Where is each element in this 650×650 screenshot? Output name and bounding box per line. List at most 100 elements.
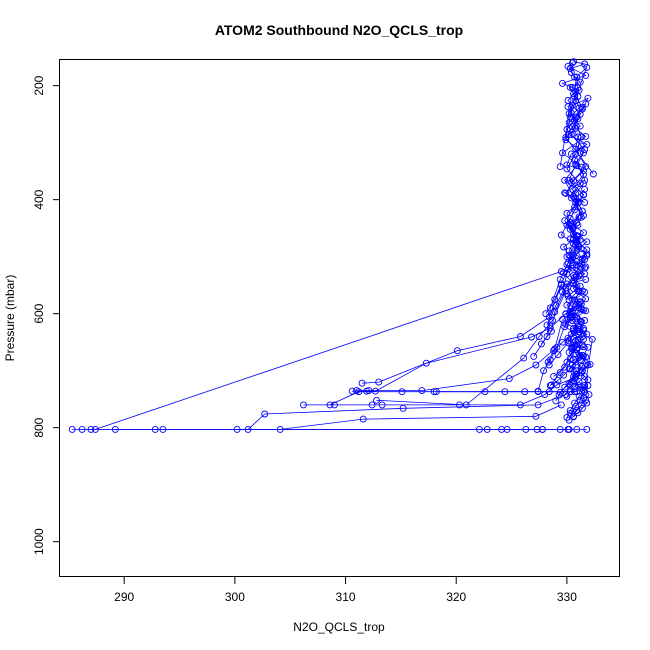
profile-series — [111, 425, 591, 433]
data-point — [87, 425, 95, 433]
data-point — [581, 199, 589, 206]
series-line — [547, 225, 588, 363]
data-point — [462, 401, 470, 409]
data-point — [574, 115, 582, 123]
data-point — [559, 315, 566, 323]
series-line — [376, 290, 567, 406]
data-point — [567, 257, 575, 265]
data-point — [505, 375, 513, 383]
y-tick-label: 200 — [32, 75, 46, 95]
data-point — [578, 256, 586, 263]
data-point — [557, 280, 565, 288]
data-point — [566, 407, 574, 415]
data-point — [565, 380, 573, 388]
data-point — [561, 383, 569, 391]
data-point — [580, 325, 587, 332]
data-point — [561, 323, 569, 331]
data-point — [533, 425, 541, 433]
data-point — [564, 103, 572, 111]
profile-series — [475, 425, 546, 433]
data-point — [398, 388, 406, 396]
data-point — [560, 243, 568, 251]
data-point — [532, 412, 540, 420]
data-point — [331, 401, 338, 409]
data-point — [568, 59, 576, 67]
data-point — [563, 161, 571, 169]
data-point — [578, 351, 586, 359]
y-axis: 200 400 600 800 1000 — [32, 75, 60, 555]
y-tick-label: 800 — [32, 417, 46, 437]
data-point — [151, 425, 159, 433]
data-point — [568, 264, 576, 272]
data-point — [568, 83, 576, 91]
data-point — [326, 401, 334, 409]
data-point — [552, 397, 560, 405]
data-point — [573, 425, 581, 433]
data-point — [570, 58, 577, 66]
data-point — [572, 150, 580, 158]
data-point — [568, 344, 576, 352]
data-point — [348, 387, 356, 395]
data-point — [583, 425, 591, 433]
data-point — [566, 365, 574, 373]
data-point — [561, 176, 569, 184]
data-point — [573, 313, 581, 321]
data-point — [565, 176, 573, 184]
data-point — [567, 303, 575, 311]
data-point — [542, 310, 550, 318]
data-point — [580, 149, 587, 157]
data-point — [570, 177, 577, 185]
data-point — [559, 149, 566, 157]
data-point — [368, 401, 376, 409]
data-point — [571, 73, 579, 81]
data-point — [378, 401, 386, 409]
series-line — [573, 331, 593, 418]
data-point — [566, 388, 574, 396]
data-point — [483, 425, 491, 433]
data-point — [565, 110, 573, 118]
profile-series — [244, 367, 580, 433]
data-point — [547, 327, 555, 335]
series-line — [568, 340, 591, 421]
data-point — [498, 425, 506, 433]
data-point — [582, 163, 590, 171]
data-point — [68, 425, 76, 433]
data-point — [586, 360, 594, 368]
data-point — [276, 425, 284, 433]
data-point — [572, 145, 580, 153]
data-point — [582, 71, 590, 79]
data-point — [563, 392, 571, 400]
series-line — [247, 370, 577, 430]
data-point — [580, 343, 587, 351]
data-point — [567, 194, 575, 202]
data-point — [574, 409, 582, 417]
data-point — [577, 305, 585, 313]
data-point — [547, 381, 555, 389]
data-point — [567, 69, 575, 76]
data-point — [563, 165, 571, 173]
y-tick-label: 1000 — [32, 528, 46, 555]
data-point — [574, 335, 582, 343]
data-point — [583, 63, 591, 71]
data-point — [577, 318, 585, 326]
data-point — [581, 146, 589, 153]
data-point — [565, 337, 573, 345]
data-point — [577, 163, 585, 171]
data-point — [566, 314, 574, 322]
data-point — [581, 372, 589, 380]
data-point — [418, 387, 426, 395]
data-point — [576, 356, 584, 364]
data-point — [572, 195, 580, 202]
plot-area — [68, 58, 597, 433]
data-point — [580, 191, 587, 199]
data-point — [359, 415, 367, 423]
data-point — [578, 404, 586, 412]
data-point — [575, 272, 583, 280]
data-point — [570, 413, 577, 421]
data-point — [565, 416, 573, 424]
data-point — [583, 399, 591, 407]
data-point — [570, 356, 577, 364]
data-point — [580, 171, 587, 179]
data-point — [582, 100, 590, 108]
chart-title: ATOM2 Southbound N2O_QCLS_trop — [215, 22, 463, 38]
